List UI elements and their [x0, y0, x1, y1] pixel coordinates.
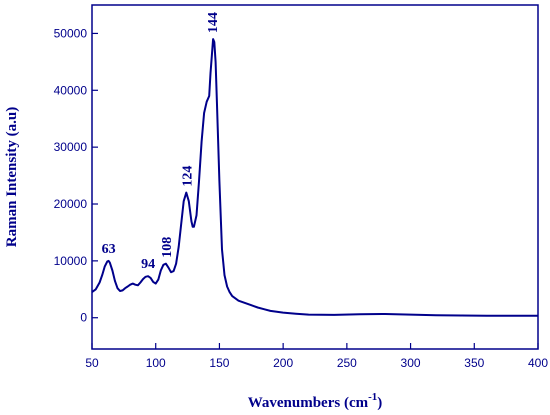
- x-tick-label: 50: [85, 356, 99, 370]
- x-axis: 50 100 150 200 250 300 350 400: [85, 343, 548, 370]
- peak-label: 144: [206, 12, 221, 33]
- peak-label: 94: [141, 257, 155, 272]
- y-axis-title: Raman Intensity (a.u): [4, 107, 20, 247]
- x-tick-label: 400: [528, 356, 548, 370]
- peak-label: 108: [160, 237, 175, 258]
- y-tick-label: 10000: [54, 254, 88, 268]
- peak-label: 124: [180, 166, 195, 187]
- peak-label: 63: [102, 242, 116, 257]
- x-tick-label: 300: [401, 356, 421, 370]
- x-tick-label: 250: [337, 356, 357, 370]
- x-axis-title: Wavenumbers (cm-1): [248, 391, 383, 411]
- x-tick-label: 150: [209, 356, 229, 370]
- x-tick-label: 100: [146, 356, 166, 370]
- series-line: [91, 38, 538, 317]
- y-tick-label: 40000: [54, 83, 88, 97]
- x-tick-label: 200: [273, 356, 293, 370]
- x-tick-label: 350: [464, 356, 484, 370]
- y-tick-label: 20000: [54, 197, 88, 211]
- y-axis: 0 10000 20000 30000 40000 50000: [54, 26, 98, 325]
- x-axis-title-sup: -1: [368, 391, 377, 403]
- plot-frame: [91, 4, 539, 350]
- y-tick-label: 50000: [54, 26, 88, 40]
- peak-annotations: 63 94 108 124 144: [102, 12, 221, 272]
- x-axis-title-main: Wavenumbers (cm: [248, 395, 369, 411]
- y-tick-label: 0: [80, 311, 87, 325]
- y-tick-label: 30000: [54, 140, 88, 154]
- x-axis-title-suffix: ): [377, 395, 382, 411]
